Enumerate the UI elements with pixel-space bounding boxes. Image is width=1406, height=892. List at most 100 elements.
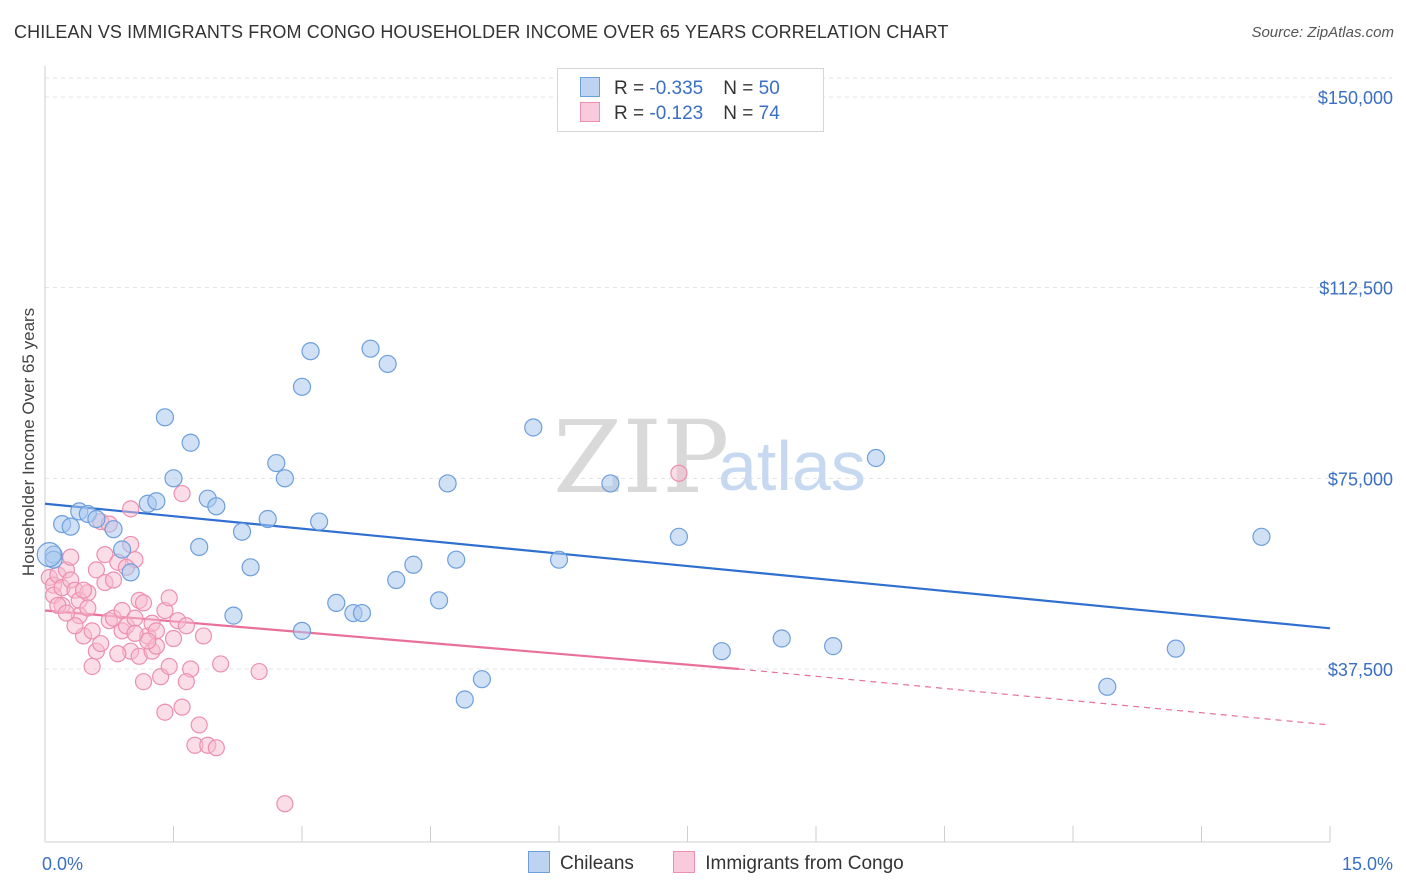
y-tick-label: $75,000 xyxy=(1328,469,1393,489)
series-legend: Chileans Immigrants from Congo xyxy=(528,851,938,875)
legend-r-label: R = xyxy=(614,78,650,99)
legend-n-value: 74 xyxy=(758,103,780,124)
legend-label-chileans: Chileans xyxy=(560,853,634,874)
point-chileans xyxy=(155,408,175,427)
point-chileans xyxy=(241,558,260,577)
point-congo xyxy=(96,545,114,564)
watermark-atlas: atlas xyxy=(718,427,866,505)
trend-line-congo-extension xyxy=(738,668,1331,726)
point-congo xyxy=(122,500,140,518)
x-tick-label: 0.0% xyxy=(42,854,83,874)
point-chileans xyxy=(164,469,183,488)
y-tick-label: $112,500 xyxy=(1319,279,1393,299)
y-tick-labels: $150,000 $112,500 $75,000 $37,500 xyxy=(1318,88,1393,680)
point-chileans xyxy=(292,621,312,640)
watermark-zip: ZIP xyxy=(553,399,729,516)
legend-item-congo[interactable]: Immigrants from Congo xyxy=(673,851,904,875)
point-congo xyxy=(57,604,76,622)
point-congo xyxy=(250,662,268,681)
point-chileans xyxy=(447,550,466,569)
trend-line-congo xyxy=(44,609,739,671)
point-chileans xyxy=(181,433,200,452)
point-congo xyxy=(670,464,688,482)
point-congo xyxy=(173,484,191,503)
x-tick-labels: 0.0% 15.0% xyxy=(42,854,1393,874)
point-chileans xyxy=(275,469,294,488)
axes xyxy=(44,66,1331,843)
point-chileans xyxy=(224,606,243,625)
point-chileans xyxy=(310,512,329,531)
point-congo xyxy=(62,548,80,566)
y-axis-title: Householder Income Over 65 years xyxy=(19,308,38,576)
point-chileans xyxy=(429,591,449,610)
point-congo xyxy=(164,629,183,648)
legend-r-value: -0.335 xyxy=(649,78,704,99)
legend-swatch-chileans xyxy=(528,851,550,873)
point-congo xyxy=(83,622,101,640)
point-chileans xyxy=(824,637,843,656)
point-congo xyxy=(276,795,294,813)
point-congo xyxy=(139,632,157,650)
legend-swatch-congo xyxy=(580,102,600,122)
trend-line-chileans xyxy=(44,502,1331,630)
point-congo xyxy=(92,634,110,653)
point-congo xyxy=(83,657,101,676)
point-congo xyxy=(87,561,106,579)
point-chileans xyxy=(1252,527,1271,546)
point-chileans xyxy=(378,354,397,374)
legend-r-label: R = xyxy=(614,103,650,124)
point-chileans xyxy=(87,509,106,529)
x-tick-label: 15.0% xyxy=(1342,854,1393,874)
point-chileans xyxy=(190,537,209,557)
point-congo xyxy=(109,645,127,663)
point-congo xyxy=(177,673,195,691)
point-chileans xyxy=(438,474,457,493)
legend-swatch-congo xyxy=(673,851,696,873)
point-congo xyxy=(126,609,144,627)
point-congo xyxy=(134,673,153,691)
point-chileans xyxy=(36,541,62,568)
point-chileans xyxy=(404,555,423,574)
point-chileans xyxy=(361,339,380,358)
point-chileans xyxy=(327,593,346,613)
trend-lines xyxy=(44,502,1331,726)
point-chileans xyxy=(292,377,312,396)
point-chileans xyxy=(669,527,689,546)
point-chileans xyxy=(207,497,226,516)
point-congo xyxy=(74,581,93,599)
point-congo xyxy=(79,599,97,617)
data-points xyxy=(36,339,1271,813)
point-chileans xyxy=(387,570,406,590)
point-chileans xyxy=(104,520,123,539)
point-chileans xyxy=(147,492,166,511)
legend-row-congo: R = -0.123 N = 74 xyxy=(580,102,780,126)
point-congo xyxy=(66,617,84,635)
point-congo xyxy=(207,739,225,757)
point-chileans xyxy=(549,550,569,569)
point-chileans xyxy=(301,342,320,361)
grid-lines xyxy=(45,77,1392,670)
point-congo xyxy=(134,594,153,612)
stats-legend: R = -0.335 N = 50 R = -0.123 N = 74 xyxy=(557,68,824,132)
point-congo xyxy=(126,624,144,643)
legend-label-congo: Immigrants from Congo xyxy=(705,853,904,874)
point-chileans xyxy=(472,670,491,689)
point-chileans xyxy=(112,540,132,559)
point-chileans xyxy=(258,509,277,529)
point-congo xyxy=(173,698,191,716)
point-chileans xyxy=(232,522,252,541)
point-congo xyxy=(104,571,123,589)
point-chileans xyxy=(524,418,543,437)
point-congo xyxy=(212,655,230,673)
legend-r-value: -0.123 xyxy=(649,103,704,124)
point-chileans xyxy=(1166,639,1185,658)
point-congo xyxy=(194,627,213,645)
legend-swatch-chileans xyxy=(580,77,600,97)
point-congo xyxy=(190,716,208,734)
point-congo xyxy=(156,703,174,721)
point-chileans xyxy=(44,550,63,569)
source-label: Source: ZipAtlas.com xyxy=(1251,24,1394,41)
legend-item-chileans[interactable]: Chileans xyxy=(528,851,634,875)
y-tick-label: $150,000 xyxy=(1318,88,1393,108)
